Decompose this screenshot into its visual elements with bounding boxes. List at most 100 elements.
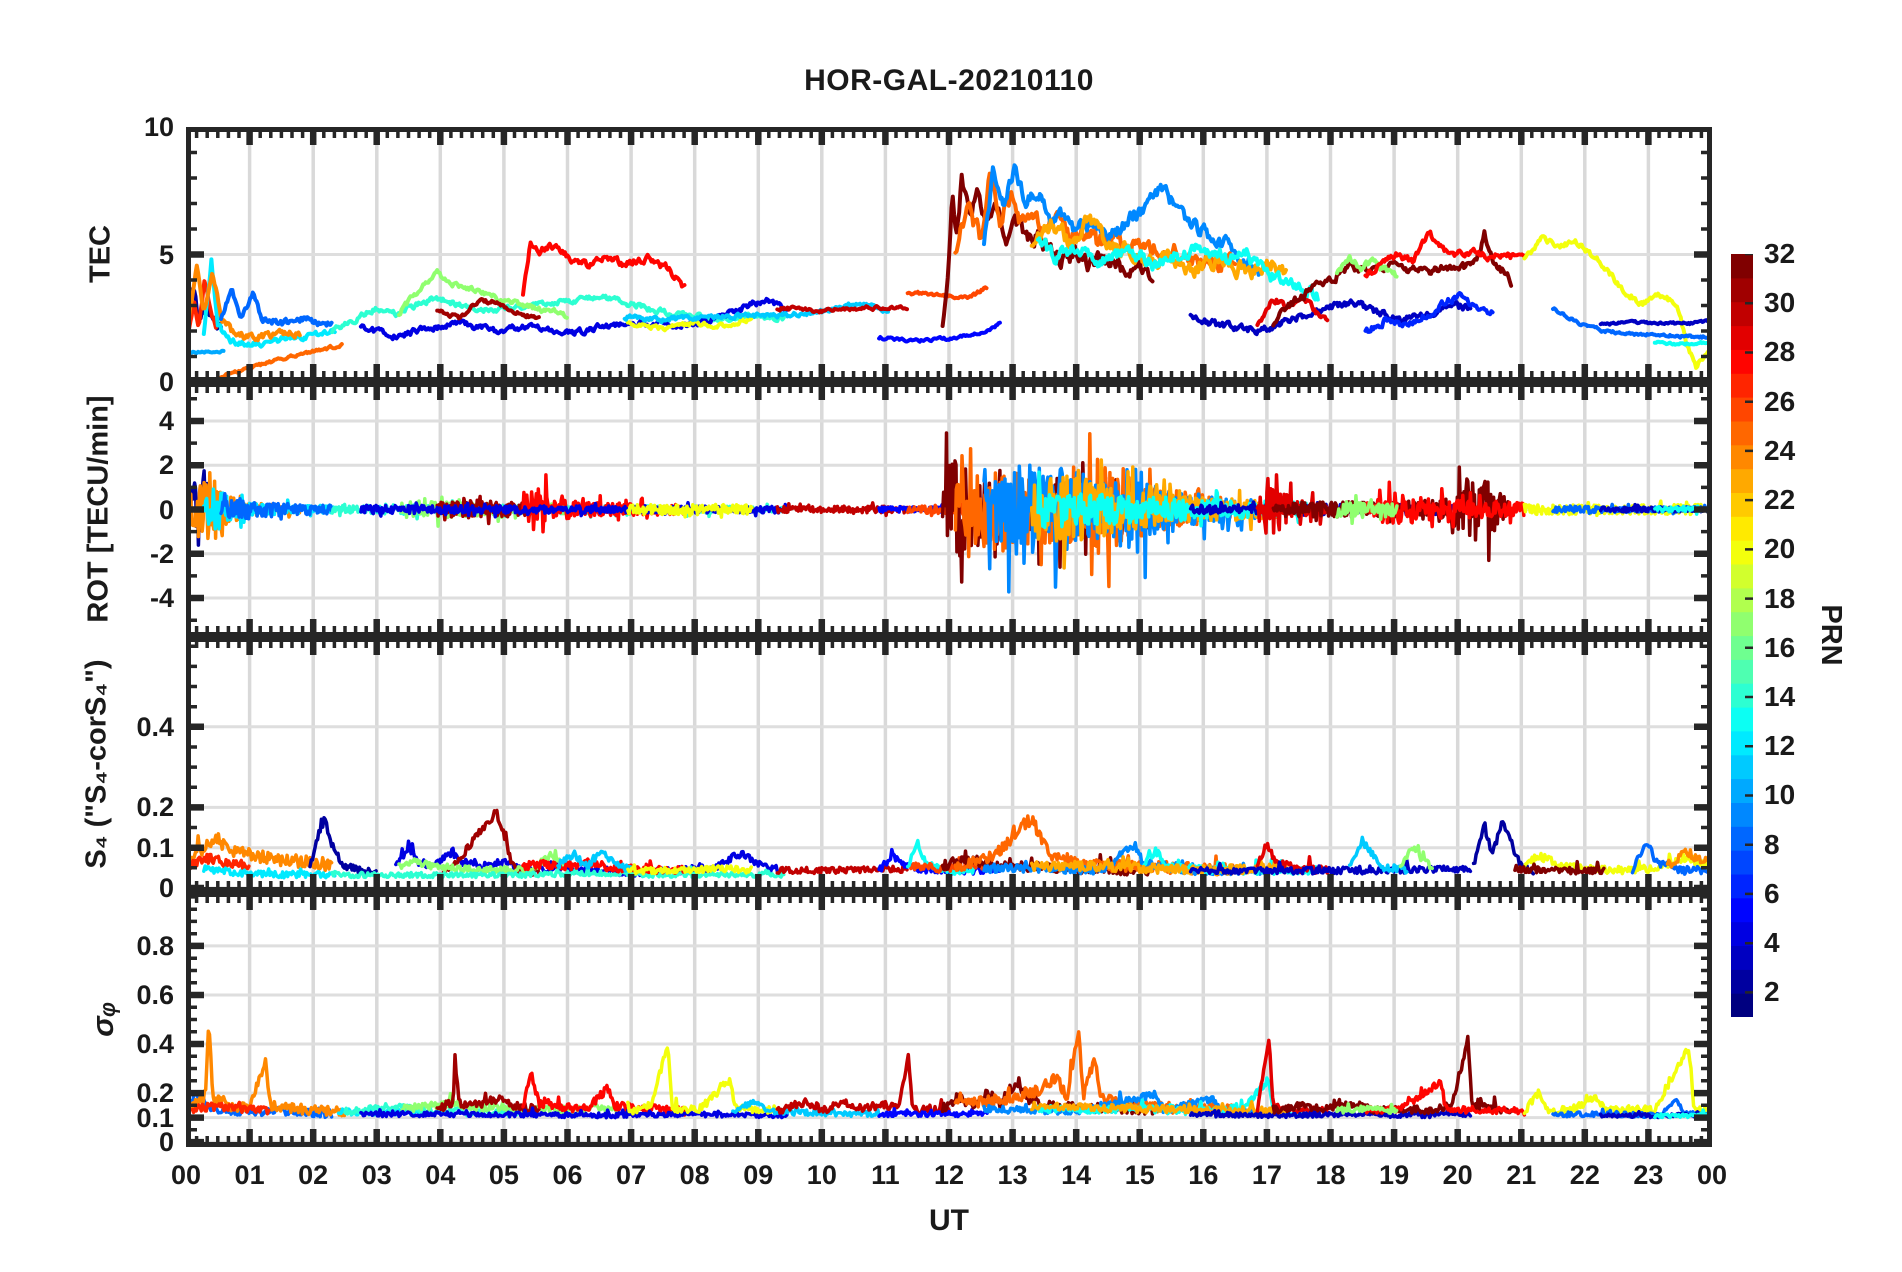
- ytick-label-sigmaphi: 0.8: [136, 930, 174, 961]
- colorbar-segment: [1731, 277, 1753, 303]
- s4-series-prn14: [330, 865, 786, 880]
- sigmaphi-series-prn5: [877, 1107, 989, 1119]
- s4-series-prn11: [1347, 835, 1409, 875]
- xtick-label: 10: [806, 1160, 837, 1190]
- s4-series-prn20: [626, 863, 754, 876]
- ytick-label-s4: 0.1: [136, 832, 174, 863]
- xtick-label: 02: [298, 1160, 329, 1190]
- minor-ticks: [188, 384, 1710, 635]
- panel-s4: [186, 637, 1712, 892]
- colorbar-segment: [1731, 349, 1753, 374]
- colorbar-tick-label: 4: [1764, 927, 1780, 959]
- xtick-label: 15: [1124, 1160, 1155, 1190]
- ytick-label-rot: -2: [149, 538, 174, 569]
- s4-series-prn32: [1513, 859, 1606, 876]
- panel-border: [186, 892, 1712, 1147]
- tec-series-prn32: [1271, 229, 1514, 328]
- tec-series-prn25: [219, 342, 344, 380]
- colorbar-segment: [1731, 683, 1753, 708]
- tec-series-prn20: [625, 316, 754, 333]
- colorbar-segment: [1731, 254, 1753, 279]
- xtick-label: 06: [552, 1160, 583, 1190]
- s4-series-prn4: [394, 839, 788, 878]
- tec-series-prn3: [1598, 318, 1712, 327]
- sigmaphi-series-prn24: [186, 1029, 347, 1118]
- colorbar-tick-label: 30: [1764, 287, 1796, 319]
- grid-vertical: [247, 892, 1651, 1147]
- colorbar-segment: [1731, 730, 1753, 756]
- sigmaphi-series-prn4: [359, 1106, 789, 1120]
- xtick-label: 11: [871, 1160, 900, 1190]
- tec-series-prn30: [775, 304, 909, 315]
- tec-series-prn17: [397, 268, 569, 320]
- ytick-label-tec: 0: [158, 367, 174, 397]
- tec-series-prn24: [186, 263, 302, 343]
- colorbar-segment: [1731, 659, 1753, 684]
- s4-series-prn27: [187, 852, 251, 871]
- xtick-label: 17: [1251, 1160, 1282, 1190]
- xtick-label: 01: [234, 1160, 265, 1190]
- tec-series-prn28: [1363, 229, 1527, 279]
- colorbar-segment: [1731, 420, 1753, 446]
- xtick-label: 07: [616, 1160, 647, 1190]
- colorbar-segment: [1731, 540, 1753, 565]
- colorbar-segment: [1731, 564, 1753, 589]
- colorbar-segment: [1731, 397, 1753, 422]
- tec-series-prn10: [186, 348, 226, 355]
- xtick-label: 23: [1633, 1160, 1664, 1190]
- sigmaphi-series-prn20: [1522, 1047, 1712, 1117]
- grid-vertical: [247, 637, 1651, 892]
- colorbar-tick-label: 16: [1764, 631, 1796, 663]
- colorbar-segment: [1731, 754, 1753, 780]
- ytick-label-sigmaphi: 0.6: [136, 979, 174, 1010]
- s4-series-prn17: [1398, 843, 1434, 871]
- tec-series-prn5: [877, 320, 1002, 344]
- ytick-label-sigmaphi: 0.2: [136, 1078, 174, 1109]
- tec-series-prn13: [1652, 339, 1712, 347]
- xtick-label: 18: [1315, 1160, 1346, 1190]
- colorbar-segment: [1731, 945, 1753, 970]
- sigmaphi-series-prn20: [626, 1046, 779, 1116]
- xaxis-label: UT: [929, 1204, 969, 1237]
- xtick-label: 04: [425, 1160, 456, 1190]
- ytick-label-rot: -4: [149, 583, 174, 614]
- colorbar-tick-label: 10: [1764, 779, 1796, 811]
- colorbar-tick-label: 12: [1764, 730, 1796, 762]
- colorbar-segment: [1731, 897, 1753, 923]
- tec-series-prn27: [187, 279, 220, 331]
- s4-series-prn24: [1665, 847, 1712, 869]
- colorbar-segment: [1731, 993, 1753, 1017]
- panel-border: [186, 127, 1712, 382]
- colorbar-segment: [1731, 921, 1753, 946]
- colorbar-tick-label: 32: [1764, 238, 1796, 269]
- xtick-label: 16: [1188, 1160, 1219, 1190]
- xtick-label: 00: [1696, 1160, 1728, 1190]
- xtick-label: 12: [933, 1160, 965, 1190]
- colorbar-tick-label: 22: [1764, 484, 1796, 516]
- xtick-label: 03: [361, 1160, 392, 1190]
- panel-tec: [186, 127, 1712, 382]
- colorbar-segment: [1731, 301, 1753, 327]
- ytick-label-s4: 0.2: [136, 792, 174, 823]
- colorbar-segment: [1731, 444, 1753, 470]
- sigmaphi-series-prn28: [521, 1071, 687, 1117]
- sigmaphi-series-prn23: [1029, 1100, 1288, 1117]
- colorbar-ticks: [1745, 254, 1753, 994]
- major-ticks: [186, 894, 1712, 1146]
- xtick-label: 08: [679, 1160, 710, 1190]
- xtick-label: 00: [170, 1160, 202, 1190]
- colorbar-tick-label: 8: [1764, 828, 1780, 860]
- sigmaphi-series-prn17: [1335, 1102, 1399, 1115]
- rot-series-prn8: [219, 492, 334, 521]
- colorbar-tick-label: 14: [1764, 681, 1796, 713]
- tec-series-prn13: [1036, 236, 1320, 302]
- tec-series-prn9: [982, 163, 1262, 277]
- s4-series-prn20: [1522, 851, 1712, 876]
- rot-series-prn28: [521, 473, 687, 534]
- xtick-label: 14: [1061, 1160, 1092, 1190]
- major-ticks: [186, 384, 1712, 635]
- sigmaphi-series-prn32: [1271, 1034, 1513, 1116]
- sigmaphi-series-prn30: [775, 1052, 951, 1116]
- panel-rot: [186, 382, 1712, 637]
